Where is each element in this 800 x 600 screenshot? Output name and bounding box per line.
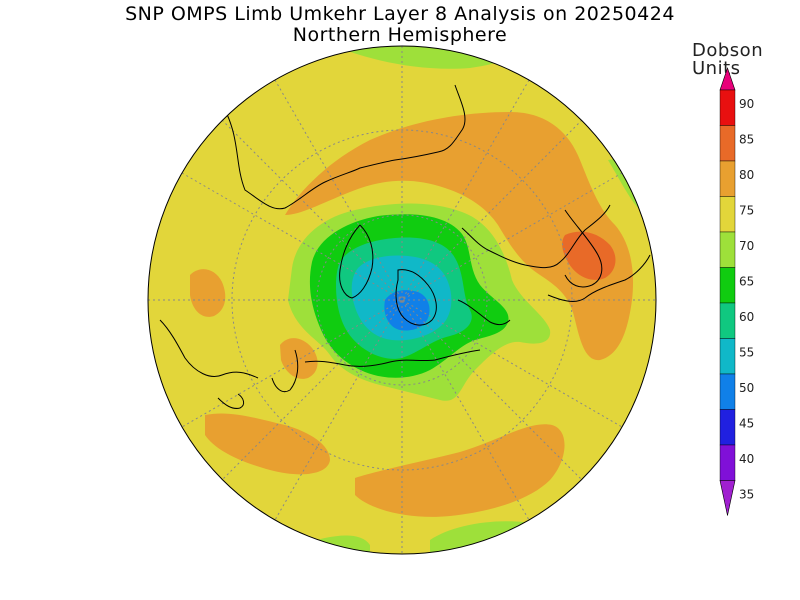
colorbar-label-85: 85	[739, 133, 754, 147]
map-subtitle: Northern Hemisphere	[292, 24, 508, 46]
coastline-siberia	[461, 204, 611, 269]
coastline-hudson	[271, 349, 299, 393]
colorbar-label-80: 80	[739, 168, 754, 182]
colorbar-title-line1: Dobson	[692, 40, 764, 61]
colorbar-segment-60	[719, 267, 736, 304]
colorbar-segment-80	[719, 125, 736, 162]
ozone-region-orange-north	[285, 112, 634, 361]
colorbar-segment-40	[719, 409, 736, 446]
colorbar-label-65: 65	[739, 275, 754, 289]
colorbar-label-75: 75	[739, 204, 754, 218]
coastlines	[159, 84, 651, 409]
coastline-eurasia-north	[224, 84, 466, 210]
coastline-north-america-east	[457, 299, 511, 325]
coastline-kamchatka	[564, 209, 603, 288]
colorbar-segment-75	[719, 160, 736, 197]
colorbar-segment-65	[719, 231, 736, 268]
colorbar-label-40: 40	[739, 452, 754, 466]
coastline-north-america-west	[217, 393, 245, 409]
ozone-region-orange-southwest	[205, 413, 330, 475]
graticule	[148, 46, 656, 554]
coastline-arctic-islands	[395, 269, 437, 326]
colorbar-segment-70	[719, 196, 736, 233]
coastline-canada	[304, 349, 481, 367]
colorbar-segment-45	[719, 373, 736, 410]
globe-outline	[147, 45, 657, 555]
colorbar-label-55: 55	[739, 346, 754, 360]
colorbar-label-60: 60	[739, 310, 754, 324]
colorbar-label-35: 35	[739, 488, 754, 502]
colorbar-label-70: 70	[739, 239, 754, 253]
coastline-greenland	[339, 224, 374, 299]
ozone-region-orange-west	[190, 269, 226, 317]
colorbar-segment-35	[719, 444, 736, 481]
colorbar-bottom-arrow	[719, 480, 736, 516]
ozone-region-orange-greenland	[280, 338, 318, 379]
colorbar-segment-55	[719, 302, 736, 339]
colorbar-label-90: 90	[739, 97, 754, 111]
colorbar-label-50: 50	[739, 381, 754, 395]
colorbar-segment-50	[719, 338, 736, 375]
colorbar-segment-85	[719, 89, 736, 126]
colorbar-label-45: 45	[739, 417, 754, 431]
coastline-alaska	[547, 254, 651, 302]
colorbar-top-arrow	[719, 67, 736, 91]
map-title: SNP OMPS Limb Umkehr Layer 8 Analysis on…	[125, 3, 675, 25]
coastline-europe	[159, 319, 259, 379]
ozone-region-orange-south	[355, 424, 565, 517]
